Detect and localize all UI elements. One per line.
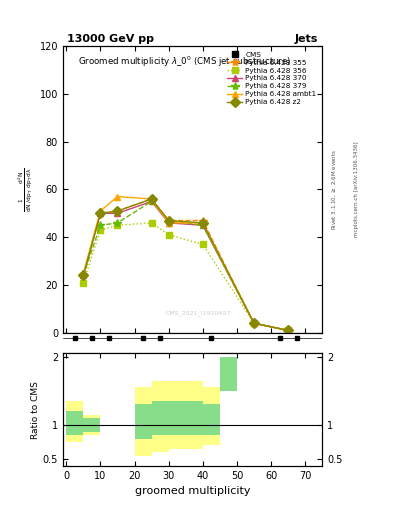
Pythia 6.428 356 [149,220,154,226]
Pythia 6.428 356 [115,222,120,228]
Pythia 6.428 379 [286,327,290,333]
Text: CMS_2021_I1920497: CMS_2021_I1920497 [165,310,230,315]
Legend: CMS, Pythia 6.428 355, Pythia 6.428 356, Pythia 6.428 370, Pythia 6.428 379, Pyt: CMS, Pythia 6.428 355, Pythia 6.428 356,… [224,50,319,107]
Pythia 6.428 355 [286,327,290,333]
X-axis label: groomed multiplicity: groomed multiplicity [135,486,250,496]
Line: Pythia 6.428 z2: Pythia 6.428 z2 [80,196,292,334]
Y-axis label: $\mathregular{\frac{1}{\mathrm{d}N\,/\,\mathrm{d}p_T}\,\frac{\mathrm{d}^2 N}{\ma: $\mathregular{\frac{1}{\mathrm{d}N\,/\,\… [17,167,35,212]
Text: 13000 GeV pp: 13000 GeV pp [67,33,154,44]
Pythia 6.428 355 [252,320,256,326]
Pythia 6.428 370 [252,320,256,326]
Pythia 6.428 z2 [81,272,86,279]
Pythia 6.428 370 [81,272,86,279]
Pythia 6.428 356 [98,227,103,233]
Pythia 6.428 z2 [149,196,154,202]
Pythia 6.428 370 [149,198,154,204]
Line: Pythia 6.428 379: Pythia 6.428 379 [79,197,292,334]
Text: Jets: Jets [295,33,318,44]
Pythia 6.428 z2 [115,208,120,214]
Pythia 6.428 379 [166,218,171,224]
Pythia 6.428 ambt1 [286,327,290,333]
Pythia 6.428 ambt1 [200,220,205,226]
Pythia 6.428 355 [166,218,171,224]
Pythia 6.428 379 [252,320,256,326]
Pythia 6.428 356 [286,327,290,333]
Pythia 6.428 355 [115,208,120,214]
Pythia 6.428 379 [98,222,103,228]
Pythia 6.428 356 [166,232,171,238]
Line: Pythia 6.428 356: Pythia 6.428 356 [80,220,292,334]
Pythia 6.428 356 [200,241,205,247]
Y-axis label: Ratio to CMS: Ratio to CMS [31,380,40,439]
Pythia 6.428 370 [166,220,171,226]
Pythia 6.428 379 [200,222,205,228]
Line: Pythia 6.428 370: Pythia 6.428 370 [80,198,292,334]
Pythia 6.428 z2 [252,320,256,326]
Pythia 6.428 ambt1 [115,194,120,200]
Pythia 6.428 z2 [286,327,290,333]
Pythia 6.428 z2 [166,218,171,224]
Line: Pythia 6.428 355: Pythia 6.428 355 [79,195,292,334]
Pythia 6.428 356 [252,320,256,326]
Pythia 6.428 ambt1 [149,196,154,202]
Pythia 6.428 379 [149,198,154,204]
Pythia 6.428 379 [115,220,120,226]
Pythia 6.428 370 [98,210,103,217]
Pythia 6.428 355 [81,272,86,279]
Pythia 6.428 355 [200,218,205,224]
Pythia 6.428 370 [115,210,120,217]
Pythia 6.428 355 [149,196,154,202]
Text: Groomed multiplicity $\lambda\_0^0$ (CMS jet substructure): Groomed multiplicity $\lambda\_0^0$ (CMS… [79,55,292,69]
Pythia 6.428 ambt1 [81,270,86,276]
Pythia 6.428 356 [81,280,86,286]
Pythia 6.428 ambt1 [166,220,171,226]
Pythia 6.428 ambt1 [252,320,256,326]
Pythia 6.428 z2 [200,220,205,226]
Text: Rivet 3.1.10, $\geq$ 2.6M events: Rivet 3.1.10, $\geq$ 2.6M events [330,149,338,230]
Pythia 6.428 z2 [98,210,103,217]
Line: Pythia 6.428 ambt1: Pythia 6.428 ambt1 [80,193,292,334]
Pythia 6.428 ambt1 [98,208,103,214]
Pythia 6.428 355 [98,210,103,217]
Pythia 6.428 379 [81,272,86,279]
Pythia 6.428 370 [286,327,290,333]
Pythia 6.428 370 [200,222,205,228]
Text: mcplots.cern.ch [arXiv:1306.3436]: mcplots.cern.ch [arXiv:1306.3436] [354,142,359,237]
